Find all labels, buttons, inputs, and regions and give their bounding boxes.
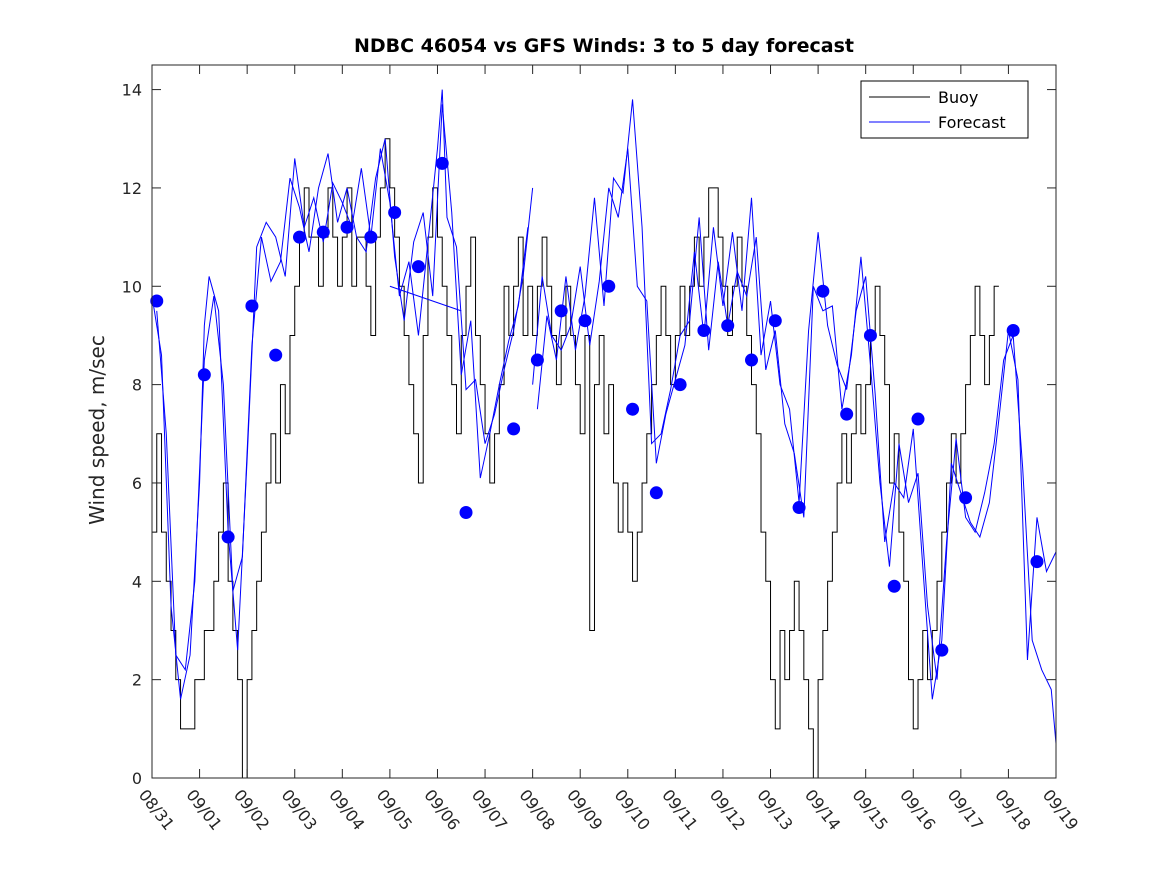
x-tick-label: 09/16 [896,786,939,834]
forecast-point [816,284,830,298]
x-tick-label: 09/02 [230,786,273,834]
forecast-point [911,412,925,426]
forecast-point [602,279,616,293]
forecast-point [388,206,402,220]
y-tick-label: 14 [122,81,142,100]
y-tick-label: 12 [122,179,142,198]
x-tick-label: 09/19 [1039,786,1082,834]
x-tick-label: 09/12 [706,786,749,834]
forecast-markers [150,156,1044,657]
x-tick-label: 09/13 [753,786,796,834]
forecast-point [221,530,235,544]
x-tick-label: 08/31 [135,786,178,834]
forecast-point [768,314,782,328]
x-tick-label: 09/06 [420,786,463,834]
forecast-point [245,299,259,313]
y-tick-label: 0 [132,769,142,788]
forecast-point [697,324,711,338]
forecast-point [435,156,449,170]
forecast-point [863,328,877,342]
x-tick-label: 09/17 [944,786,987,834]
x-tick-label: 09/03 [278,786,321,834]
x-tick-label: 09/01 [182,786,225,834]
y-axis-label: Wind speed, m/sec [85,335,109,525]
forecast-point [411,260,425,274]
forecast-point [673,378,687,392]
forecast-point [840,407,854,421]
legend-label-buoy: Buoy [938,88,978,107]
forecast-point [364,230,378,244]
forecast-line [389,285,462,312]
forecast-point [1030,555,1044,569]
forecast-point [459,505,473,519]
forecast-point [649,486,663,500]
y-tick-label: 10 [122,277,142,296]
x-tick-label: 09/09 [563,786,606,834]
forecast-point [959,491,973,505]
forecast-point [721,319,735,333]
y-axis-ticks: 0 2 4 6 8 10 12 14 [122,81,1056,788]
legend-box [860,80,1029,139]
chart-title: NDBC 46054 vs GFS Winds: 3 to 5 day fore… [354,35,854,57]
forecast-point [292,230,306,244]
forecast-point [887,579,901,593]
forecast-line [156,104,529,672]
x-tick-label: 09/14 [801,786,844,834]
forecast-point [316,225,330,239]
forecast-line [152,89,534,700]
x-tick-label: 09/08 [515,786,558,834]
forecast-point [530,353,544,367]
y-tick-label: 6 [132,474,142,493]
x-tick-label: 09/15 [849,786,892,834]
forecast-point [340,220,354,234]
forecast-point [626,402,640,416]
forecast-line [536,99,1056,744]
forecast-point [197,368,211,382]
x-tick-label: 09/04 [325,786,368,834]
x-tick-label: 09/11 [658,786,701,834]
x-tick-label: 09/07 [468,786,511,834]
forecast-point [269,348,283,362]
forecast-point [150,294,164,308]
forecast-point [1006,324,1020,338]
forecast-series [152,89,1056,744]
x-tick-label: 09/10 [611,786,654,834]
legend: Buoy Forecast [860,80,1029,139]
forecast-point [578,314,592,328]
y-tick-label: 8 [132,376,142,395]
plot-frame [151,64,1057,779]
x-tick-label: 09/05 [373,786,416,834]
legend-label-forecast: Forecast [938,113,1006,132]
y-tick-label: 2 [132,671,142,690]
x-tick-label: 09/18 [991,786,1034,834]
forecast-point [744,353,758,367]
y-tick-label: 4 [132,572,142,591]
forecast-point [792,501,806,515]
forecast-point [935,643,949,657]
forecast-point [554,304,568,318]
forecast-point [507,422,521,436]
